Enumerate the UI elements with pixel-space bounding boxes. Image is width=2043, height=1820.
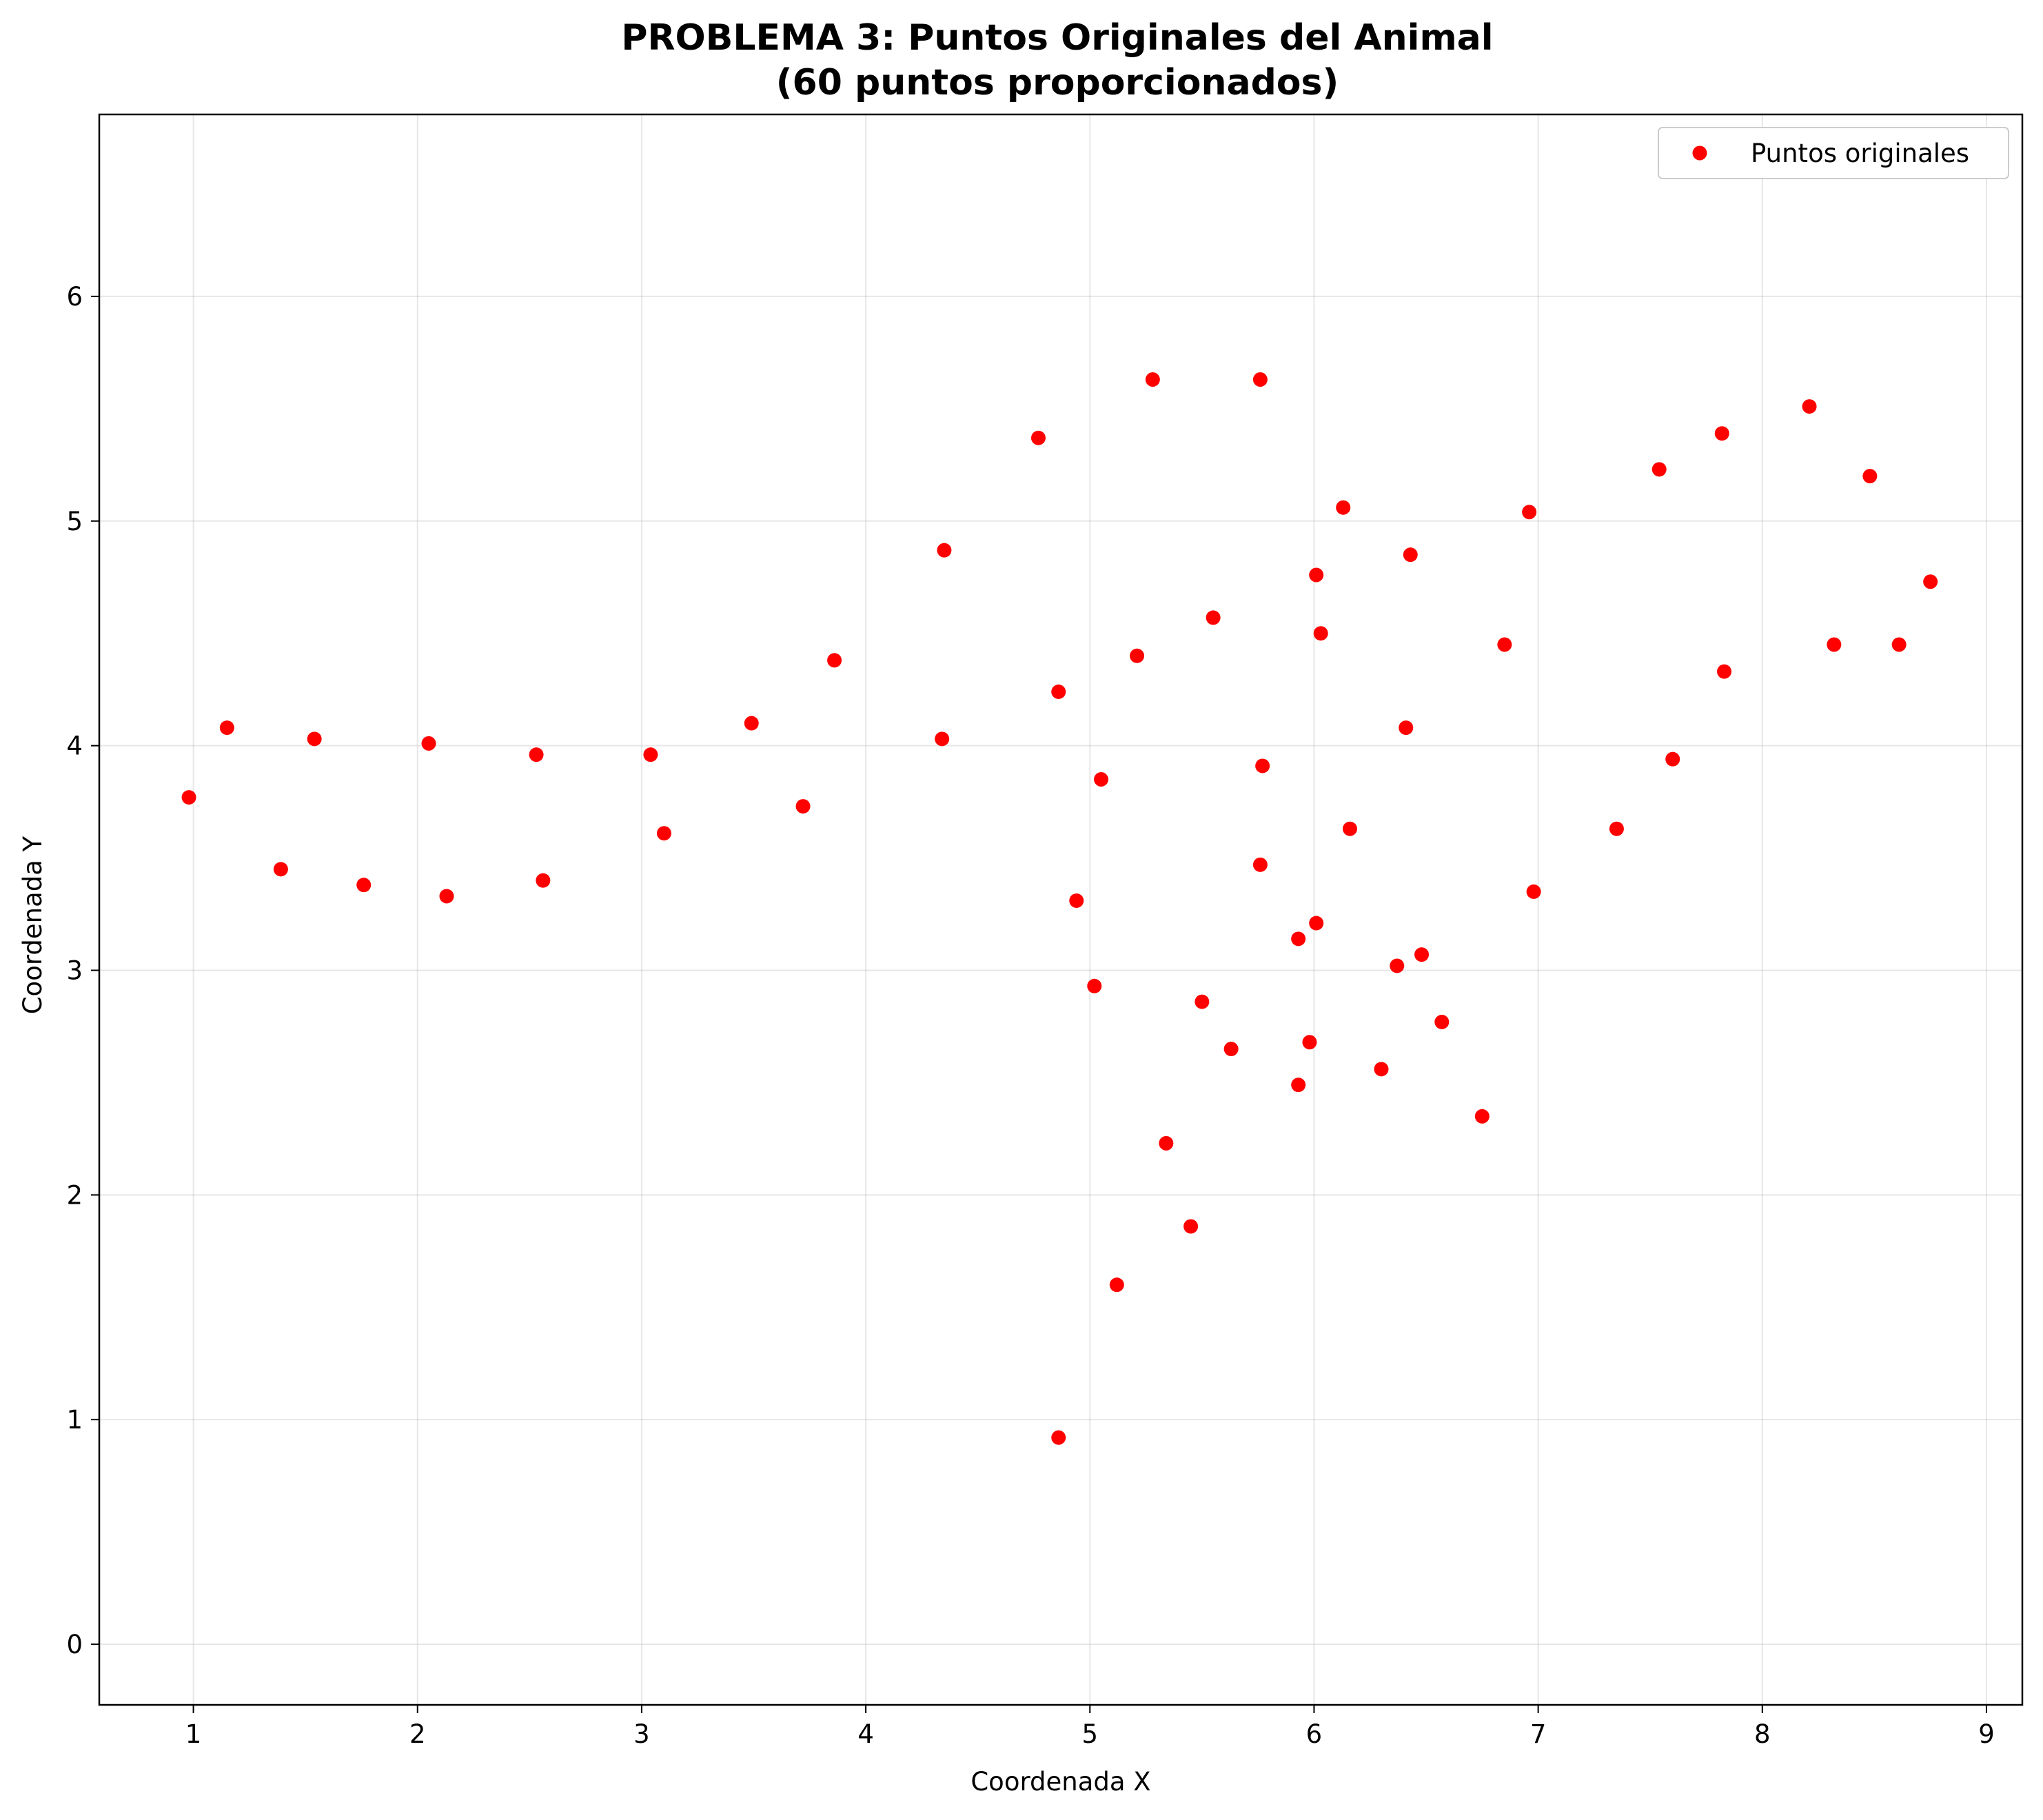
data-point [1252, 372, 1268, 387]
legend-marker [1692, 145, 1707, 161]
data-point [1145, 372, 1160, 387]
data-point [1714, 426, 1729, 441]
data-point [1130, 648, 1145, 663]
data-point [1223, 1042, 1239, 1057]
y-tick-label: 2 [66, 1180, 83, 1210]
grid [99, 114, 2022, 1705]
data-point [356, 878, 372, 893]
data-point [935, 731, 950, 747]
data-point [1609, 821, 1624, 836]
chart-subtitle: (60 puntos proporcionados) [776, 62, 1339, 103]
data-point [1390, 958, 1405, 973]
x-tick-label: 3 [633, 1719, 650, 1749]
data-point [1252, 857, 1268, 872]
x-tick-label: 2 [409, 1719, 426, 1749]
data-point [1651, 462, 1667, 477]
data-point [1313, 626, 1328, 641]
x-tick-label: 6 [1306, 1719, 1323, 1749]
data-point [1403, 547, 1418, 563]
data-point [1526, 884, 1541, 899]
y-tick-label: 3 [66, 956, 83, 985]
legend: Puntos originales [1658, 127, 2009, 179]
data-point [937, 543, 952, 558]
data-point [273, 862, 288, 877]
x-tick-label: 8 [1754, 1719, 1771, 1749]
x-tick-label: 4 [857, 1719, 874, 1749]
data-point [529, 747, 544, 762]
data-point [1291, 931, 1306, 947]
data-point [1474, 1109, 1490, 1124]
data-point [1087, 978, 1102, 993]
data-point [536, 873, 551, 888]
data-point [1051, 684, 1066, 699]
data-point [421, 736, 436, 751]
data-point [307, 731, 322, 747]
data-point [1291, 1078, 1306, 1093]
data-point [219, 720, 234, 736]
axis-ticks: 1 2 3 4 5 6 7 8 9 0 1 2 3 4 5 6 [66, 282, 1994, 1749]
x-axis-label: Coordenada X [970, 1767, 1150, 1797]
data-point [1159, 1135, 1174, 1151]
y-tick-label: 5 [66, 507, 83, 536]
data-point [1183, 1219, 1199, 1234]
data-point [1862, 469, 1878, 484]
data-point [1030, 430, 1046, 445]
data-point [656, 826, 671, 841]
data-point [1336, 500, 1351, 515]
y-tick-label: 4 [66, 731, 83, 761]
plot-area-frame [98, 113, 2024, 1706]
data-point [1665, 751, 1680, 767]
data-point [1414, 947, 1430, 962]
x-tick-label: 5 [1081, 1719, 1098, 1749]
data-point [1802, 399, 1817, 414]
data-point [1094, 772, 1109, 787]
data-point [1717, 664, 1732, 679]
x-tick-label: 7 [1530, 1719, 1547, 1749]
data-point [827, 653, 842, 668]
data-point [1497, 637, 1512, 652]
y-tick-label: 6 [66, 282, 83, 312]
data-point [1522, 505, 1537, 520]
data-point [1195, 994, 1210, 1009]
y-axis-label: Coordenada Y [18, 836, 48, 1014]
data-point [1309, 916, 1324, 931]
data-point [744, 716, 759, 731]
data-point [1891, 637, 1907, 652]
data-point [439, 889, 454, 904]
data-point [643, 747, 658, 762]
x-tick-label: 9 [1978, 1719, 1995, 1749]
data-point [1399, 720, 1414, 736]
data-point [1255, 758, 1270, 774]
y-tick-label: 0 [66, 1630, 83, 1659]
data-point [1923, 574, 1938, 589]
x-tick-label: 1 [185, 1719, 202, 1749]
data-point [1069, 893, 1084, 908]
legend-label: Puntos originales [1751, 139, 1969, 168]
legend-box [1658, 127, 2009, 179]
data-point [181, 790, 196, 805]
data-point [1342, 821, 1357, 836]
data-point [1309, 567, 1324, 583]
y-tick-label: 1 [66, 1405, 83, 1435]
data-point [1302, 1035, 1317, 1050]
chart-title: PROBLEMA 3: Puntos Originales del Animal [621, 17, 1493, 59]
data-point [1051, 1430, 1066, 1445]
data-points [181, 372, 1938, 1445]
data-point [1109, 1277, 1124, 1293]
data-point [1374, 1062, 1389, 1077]
data-point [1206, 610, 1221, 625]
data-point [1434, 1014, 1450, 1029]
data-point [795, 799, 811, 814]
data-point [1827, 637, 1842, 652]
